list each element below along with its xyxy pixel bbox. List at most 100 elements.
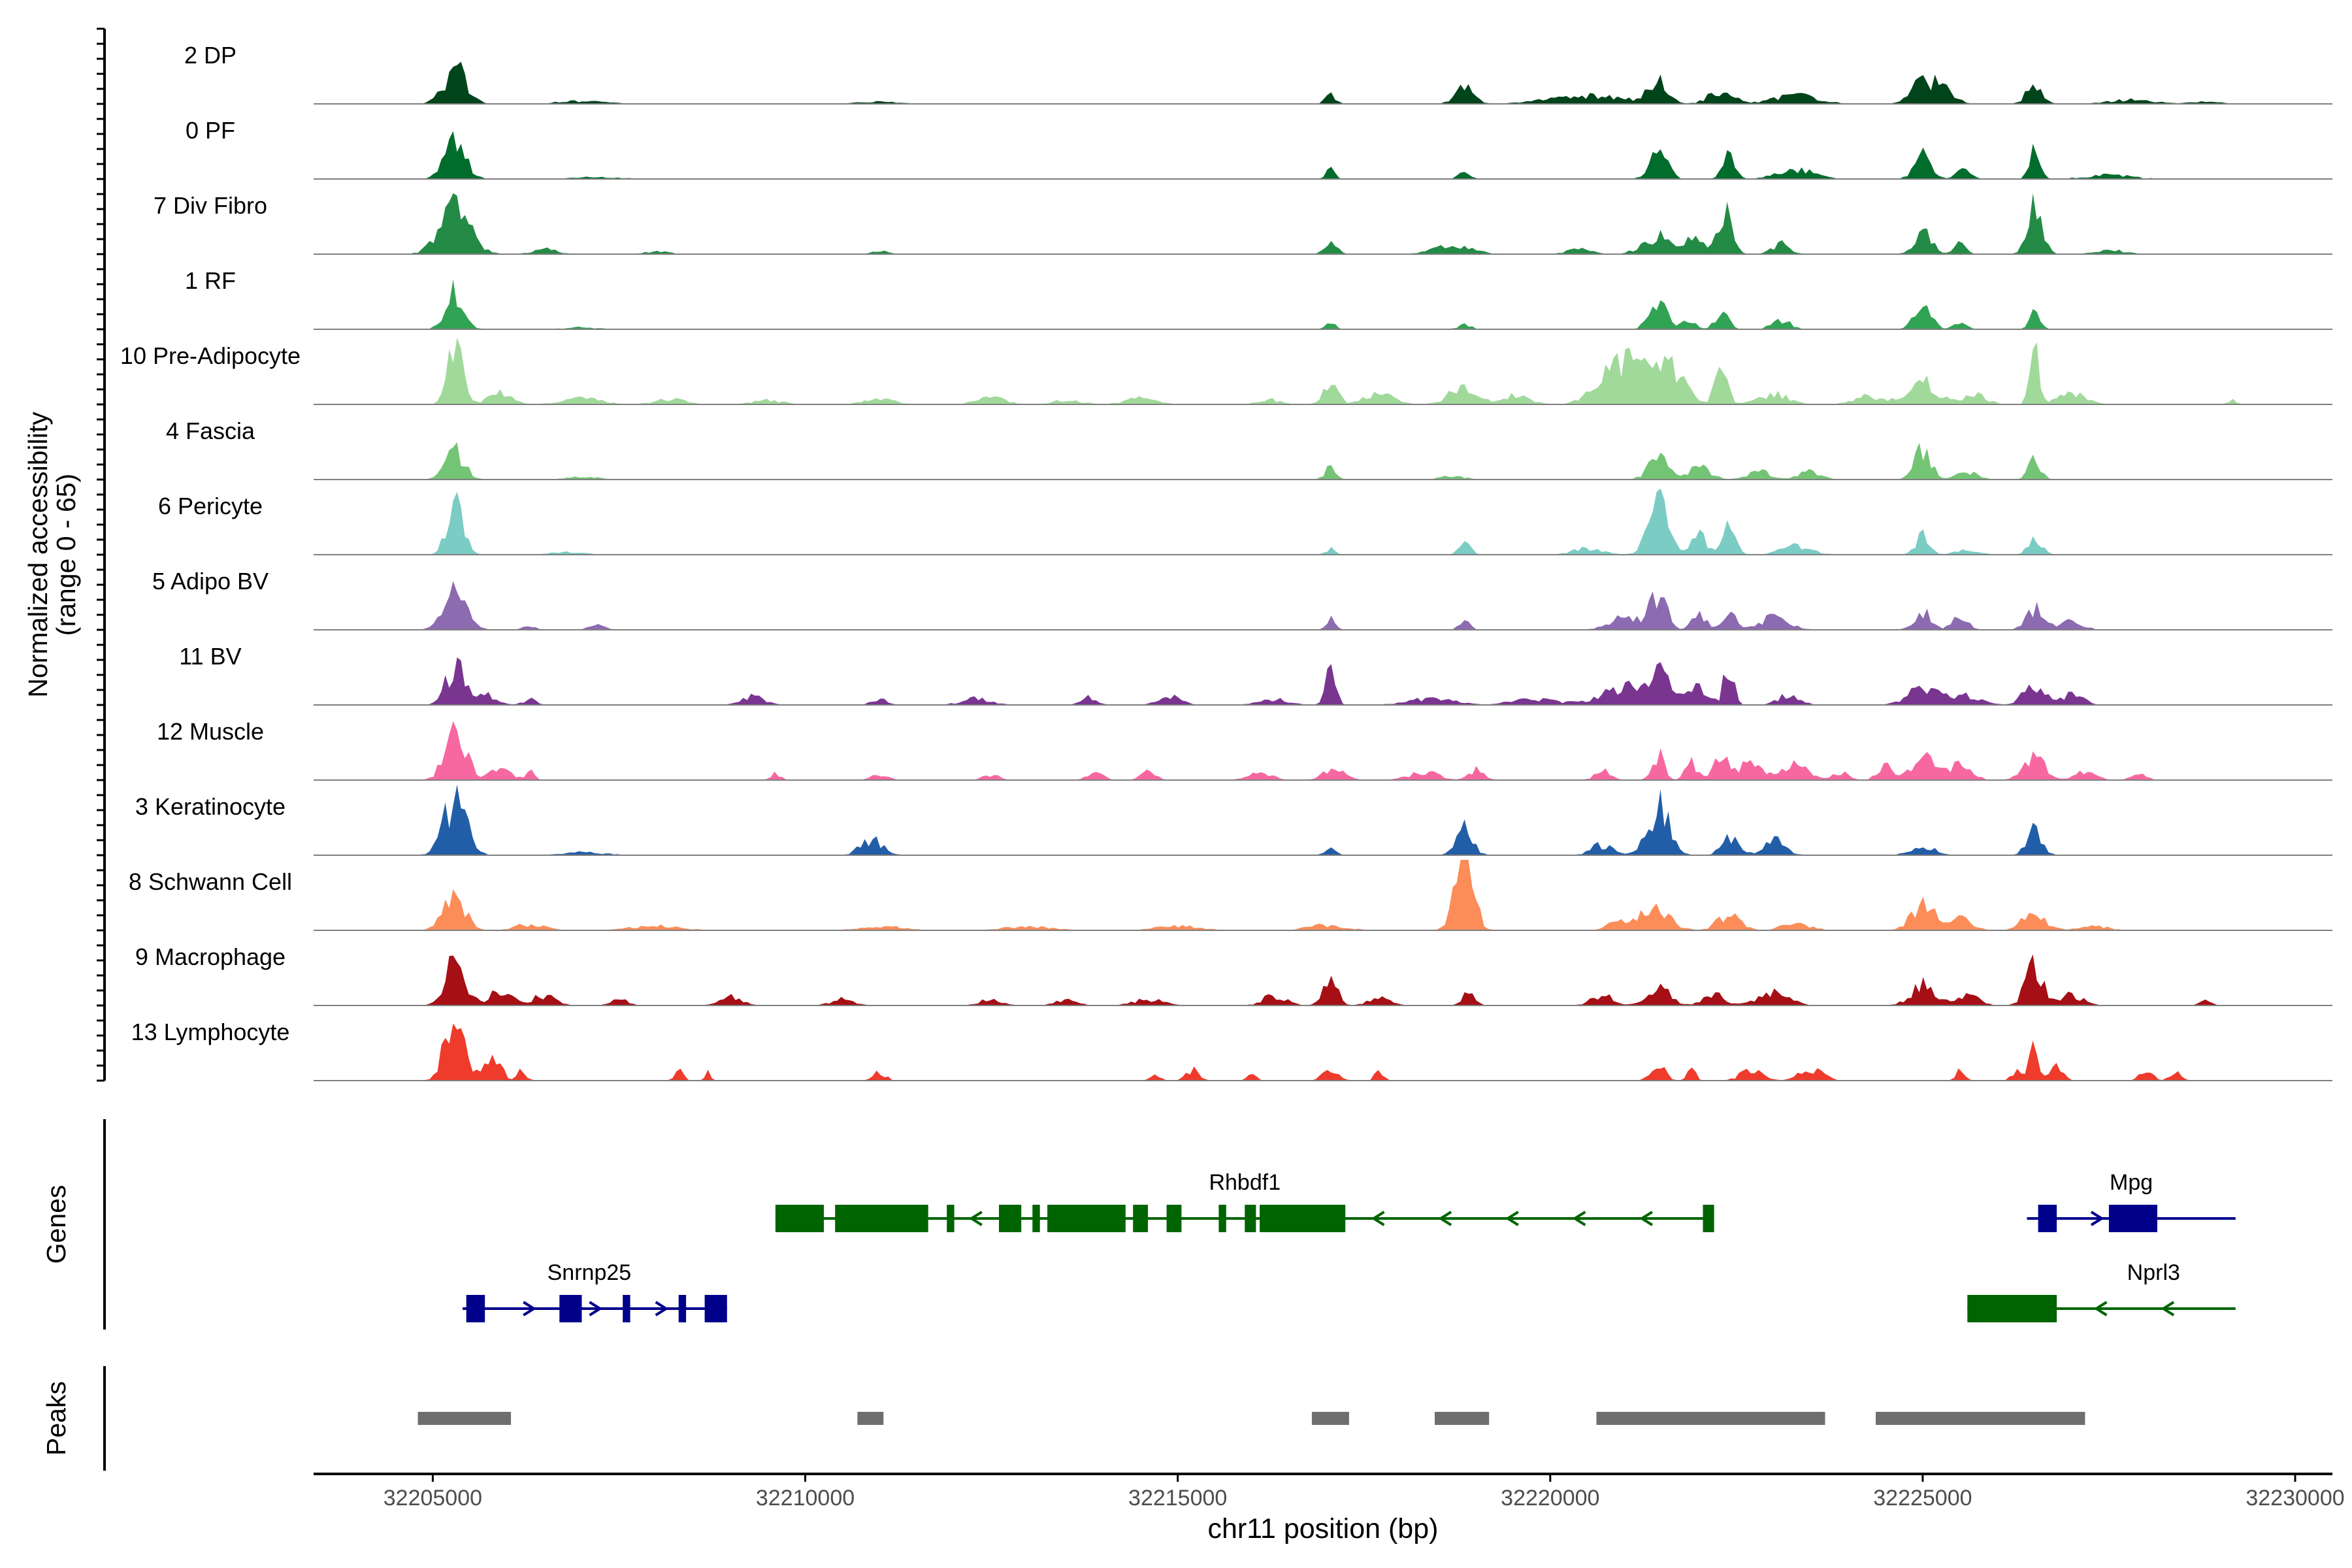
gene-label: Mpg [2110,1170,2153,1195]
exon [2038,1205,2057,1232]
track-3: 1 RF [185,267,2332,330]
peak-region [857,1412,884,1425]
track-label: 9 Macrophage [135,943,286,970]
track-8: 11 BV [179,643,2332,706]
track-11: 8 Schwann Cell [129,860,2332,931]
gene-label: Nprl3 [2127,1260,2180,1285]
exon [1260,1205,1346,1232]
coverage-area [343,61,2318,104]
exon [623,1295,630,1322]
exon [466,1295,485,1322]
exon [835,1205,928,1232]
exon [775,1205,824,1232]
peak-region [417,1412,512,1425]
exon [1047,1205,1126,1232]
track-label: 8 Schwann Cell [129,868,292,895]
peak-region [1311,1412,1349,1425]
track-9: 12 Muscle [157,718,2332,781]
x-tick-label: 32220000 [1501,1486,1599,1511]
coverage-tracks: 2 DP 0 PF 7 Div Fibro 1 RF 10 Pre-Adipocyte 4… [120,42,2344,1081]
x-tick-label: 32210000 [756,1486,855,1511]
track-0: 2 DP [184,42,2332,105]
track-label: 4 Fascia [166,417,255,444]
exon [1703,1205,1714,1232]
strand-chevron [2093,1301,2108,1316]
track-label: 6 Pericyte [158,493,263,519]
coverage-area [343,721,2251,780]
track-10: 3 Keratinocyte [135,785,2332,856]
strand-chevron [589,1301,603,1316]
strand-chevron [1639,1211,1654,1226]
exon [1166,1205,1182,1232]
strand-chevron [1371,1211,1385,1226]
track-13: 13 Lymphocyte [131,1019,2332,1081]
peak-region [1596,1412,1825,1425]
exon [1032,1205,1040,1232]
track-label: 10 Pre-Adipocyte [120,342,301,369]
strand-chevron [969,1211,983,1226]
y-axis-label-line2: (range 0 - 65) [51,474,81,636]
track-5: 4 Fascia [166,417,2332,480]
track-7: 5 Adipo BV [152,568,2332,630]
exon [1967,1295,2057,1322]
x-tick-label: 32205000 [384,1486,482,1511]
strand-chevron [2161,1301,2175,1316]
coverage-area [343,442,2146,480]
peak-region [1876,1412,2085,1425]
coverage-area [343,488,2146,555]
coverage-y-ticks [97,27,105,1082]
genes-panel-label: Genes [41,1185,71,1264]
gene-models: Rhbdf1 Mpg Snrnp25 Nprl3 [463,1170,2236,1322]
track-6: 6 Pericyte [158,488,2332,555]
exon [1133,1205,1148,1232]
exon [1245,1205,1256,1232]
strand-chevron [1572,1211,1586,1226]
peak-region [1435,1412,1490,1425]
coverage-area [343,193,2221,254]
gene-mpg: Mpg [2027,1170,2236,1232]
peak-regions [417,1412,2085,1425]
gene-snrnp25: Snrnp25 [463,1260,727,1322]
exon [704,1295,727,1322]
y-axis-label-line1: Normalized accessibility [23,412,53,698]
x-axis-title: chr11 position (bp) [1208,1513,1439,1544]
strand-chevron [2090,1211,2104,1226]
strand-chevron [1438,1211,1452,1226]
track-label: 13 Lymphocyte [131,1019,290,1045]
track-2: 7 Div Fibro [154,192,2332,255]
x-tick-label: 32215000 [1128,1486,1227,1511]
track-label: 12 Muscle [157,718,264,745]
track-label: 2 DP [184,42,237,69]
coverage-area [343,860,2206,930]
x-tick-label: 32225000 [1873,1486,1972,1511]
x-axis-ticks: 32205000 32210000 32215000 32220000 32225000… [384,1474,2345,1511]
track-label: 7 Div Fibro [154,192,267,219]
gene-label: Rhbdf1 [1209,1170,1281,1195]
track-12: 9 Macrophage [135,943,2332,1006]
exon [559,1295,582,1322]
track-label: 5 Adipo BV [152,568,269,595]
coverage-area [343,954,2318,1005]
exon [999,1205,1022,1232]
track-label: 11 BV [179,643,241,670]
track-label: 0 PF [186,117,235,144]
track-label: 3 Keratinocyte [135,793,286,820]
x-tick-label: 32230000 [2246,1486,2344,1511]
exon [678,1295,687,1322]
exon [1218,1205,1226,1232]
strand-chevron [655,1301,669,1316]
exon [2108,1205,2157,1232]
gene-nprl3: Nprl3 [1967,1260,2236,1322]
track-label: 1 RF [185,267,236,294]
strand-chevron [523,1301,537,1316]
track-4: 10 Pre-Adipocyte [120,337,2344,405]
gene-label: Snrnp25 [547,1260,632,1285]
peaks-panel-label: Peaks [41,1381,71,1456]
strand-chevron [1505,1211,1519,1226]
track-1: 0 PF [186,117,2332,180]
gene-rhbdf1: Rhbdf1 [775,1170,1714,1232]
coverage-area [343,657,2183,705]
exon [947,1205,955,1232]
